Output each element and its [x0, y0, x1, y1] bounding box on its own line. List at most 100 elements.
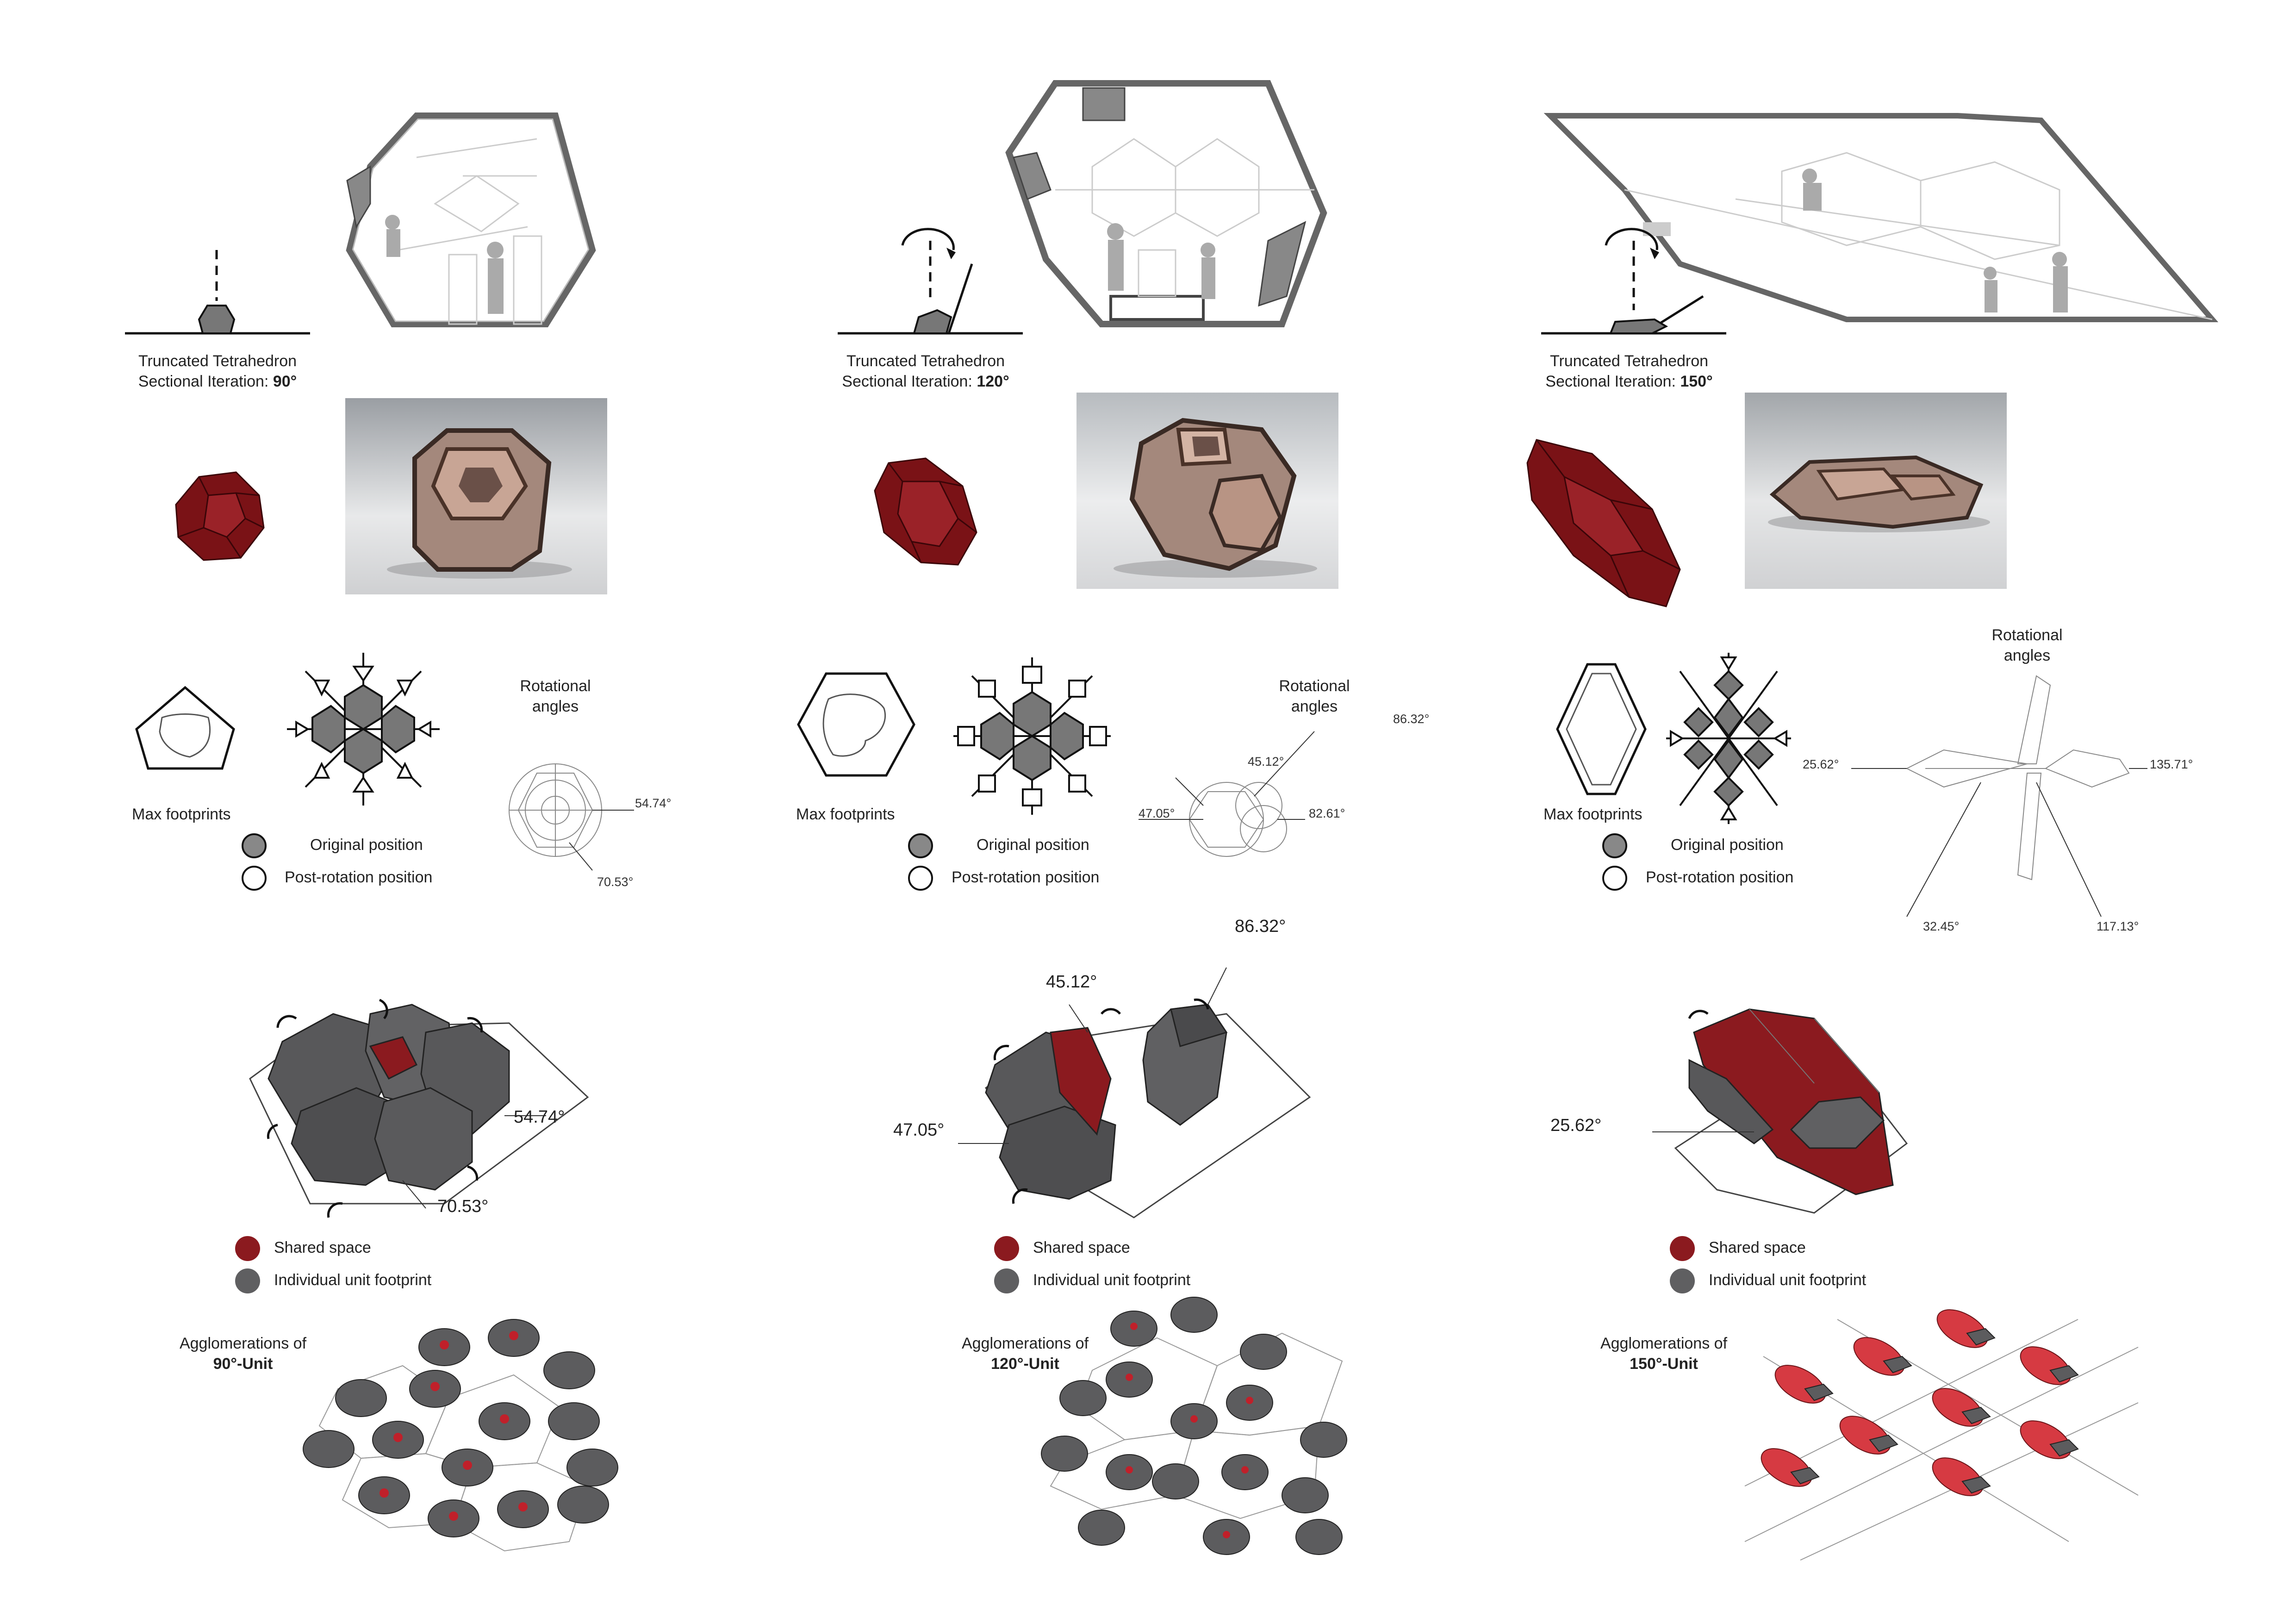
small-angle-b-120: 45.12°	[1248, 755, 1284, 768]
caption-line2: Sectional Iteration: 120°	[819, 371, 1032, 392]
shared-space-label-90: Shared space	[274, 1239, 371, 1256]
red-polyhedron-120	[874, 457, 977, 566]
max-footprints-label-90: Max footprints	[132, 806, 231, 823]
caption-line2: Sectional Iteration: 150°	[1523, 371, 1736, 392]
model-photo-shape-150	[1768, 455, 1990, 532]
max-footprint-shape-90	[135, 686, 235, 770]
agglom-line2: 120°-Unit	[991, 1355, 1059, 1373]
small-angle-a-90: 54.74°	[635, 796, 672, 810]
caption-angle: 90°	[273, 373, 297, 390]
rotational-angles-text: Rotational angles	[1279, 677, 1350, 715]
small-angle-d-150: 117.13°	[2097, 919, 2139, 933]
column-90: Truncated Tetrahedron Sectional Iteratio…	[0, 0, 750, 1624]
agglom-line1: Agglomerations of	[1600, 1335, 1728, 1352]
caption-prefix: Sectional Iteration:	[842, 373, 977, 390]
original-position-dot	[242, 833, 267, 858]
small-angle-a-120: 86.32°	[1393, 712, 1430, 726]
caption-angle: 120°	[977, 373, 1009, 390]
rotational-angles-label-90: Rotational angles	[500, 676, 611, 717]
rotational-angles-text: Rotational angles	[1991, 626, 2063, 664]
footprint-pattern-150	[1666, 653, 1791, 824]
individual-footprint-label-90: Individual unit footprint	[274, 1271, 432, 1289]
individual-footprint-dot	[235, 1268, 260, 1293]
model-photo-shape-90	[387, 428, 572, 579]
agglom-line2: 90°-Unit	[213, 1355, 273, 1373]
small-angle-c-150: 32.45°	[1923, 919, 1960, 933]
big-angle-b-90: 70.53°	[437, 1197, 489, 1216]
small-angle-c-120: 47.05°	[1139, 806, 1175, 820]
column-150: Truncated Tetrahedron Sectional Iteratio…	[1526, 0, 2277, 1624]
iteration-pictogram-120	[838, 228, 1023, 335]
post-rotation-dot	[908, 866, 933, 891]
caption-angle: 150°	[1680, 373, 1713, 390]
unit-cluster-150	[1652, 1008, 1908, 1214]
individual-footprint-label-120: Individual unit footprint	[1033, 1271, 1191, 1289]
agglomeration-caption-90: Agglomerations of 90°-Unit	[153, 1333, 333, 1374]
caption-line1: Truncated Tetrahedron	[138, 352, 297, 370]
big-angle-a-150: 25.62°	[1550, 1116, 1602, 1135]
shared-space-label-120: Shared space	[1033, 1239, 1130, 1256]
big-angle-b-120: 45.12°	[1046, 972, 1097, 992]
small-angle-a-150: 25.62°	[1803, 757, 1839, 771]
rotational-angles-label-120: Rotational angles	[1259, 676, 1370, 717]
original-position-dot	[1602, 833, 1627, 858]
post-rotation-dot	[242, 866, 267, 891]
agglomeration-150	[1744, 1309, 2139, 1561]
small-angle-b-150: 135.71°	[2150, 757, 2193, 771]
red-polyhedron-150	[1526, 439, 1681, 607]
original-position-dot	[908, 833, 933, 858]
iteration-caption-120: Truncated Tetrahedron Sectional Iteratio…	[819, 351, 1032, 392]
section-drawing-150	[1543, 113, 2219, 322]
small-angle-d-120: 82.61°	[1309, 806, 1345, 820]
iteration-caption-150: Truncated Tetrahedron Sectional Iteratio…	[1523, 351, 1736, 392]
footprint-pattern-90	[287, 653, 440, 806]
original-position-label-120: Original position	[977, 836, 1089, 854]
rotational-angles-diagram-90	[509, 763, 634, 871]
max-footprint-shape-150	[1556, 663, 1647, 795]
model-photo-shape-120	[1114, 418, 1317, 578]
shared-space-dot	[994, 1236, 1019, 1261]
model-photo-150	[1745, 393, 2007, 589]
shared-space-dot	[1670, 1236, 1695, 1261]
caption-line1: Truncated Tetrahedron	[1549, 352, 1709, 370]
big-angle-a-120: 86.32°	[1235, 917, 1286, 936]
small-angle-b-90: 70.53°	[597, 875, 634, 889]
big-angle-c-120: 47.05°	[893, 1120, 945, 1140]
iteration-pictogram-150	[1541, 228, 1726, 335]
original-position-label-90: Original position	[310, 836, 423, 854]
rotational-angles-diagram-120	[1139, 731, 1315, 857]
max-footprints-label-150: Max footprints	[1543, 806, 1643, 823]
caption-prefix: Sectional Iteration:	[1545, 373, 1680, 390]
model-photo-120	[1076, 393, 1338, 589]
red-polyhedron-90	[175, 471, 265, 561]
individual-footprint-dot	[994, 1268, 1019, 1293]
agglom-line1: Agglomerations of	[179, 1335, 307, 1352]
caption-line2: Sectional Iteration: 90°	[116, 371, 319, 392]
rotational-angles-diagram-150	[1851, 675, 2147, 917]
individual-footprint-dot	[1670, 1268, 1695, 1293]
post-rotation-label-90: Post-rotation position	[285, 868, 433, 886]
original-position-label-150: Original position	[1671, 836, 1784, 854]
footprint-pattern-120	[953, 657, 1111, 815]
iteration-caption-90: Truncated Tetrahedron Sectional Iteratio…	[116, 351, 319, 392]
model-photo-90	[345, 398, 607, 594]
agglom-line1: Agglomerations of	[961, 1335, 1089, 1352]
agglomeration-120	[1041, 1297, 1347, 1555]
column-120: Truncated Tetrahedron Sectional Iteratio…	[759, 0, 1509, 1624]
unit-cluster-120	[958, 967, 1311, 1218]
big-angle-a-90: 54.74°	[514, 1107, 565, 1127]
iteration-pictogram-90	[125, 250, 310, 335]
shared-space-label-150: Shared space	[1709, 1239, 1806, 1256]
max-footprints-label-120: Max footprints	[796, 806, 895, 823]
section-drawing-120	[1005, 80, 1327, 327]
rotational-angles-text: Rotational angles	[520, 677, 591, 715]
post-rotation-label-120: Post-rotation position	[952, 868, 1100, 886]
caption-prefix: Sectional Iteration:	[138, 373, 273, 390]
section-drawing-90	[346, 112, 596, 327]
post-rotation-dot	[1602, 866, 1627, 891]
post-rotation-label-150: Post-rotation position	[1646, 868, 1794, 886]
max-footprint-shape-120	[797, 672, 915, 777]
unit-cluster-90	[249, 999, 589, 1218]
agglomeration-caption-120: Agglomerations of 120°-Unit	[935, 1333, 1115, 1374]
agglom-line2: 150°-Unit	[1630, 1355, 1698, 1373]
